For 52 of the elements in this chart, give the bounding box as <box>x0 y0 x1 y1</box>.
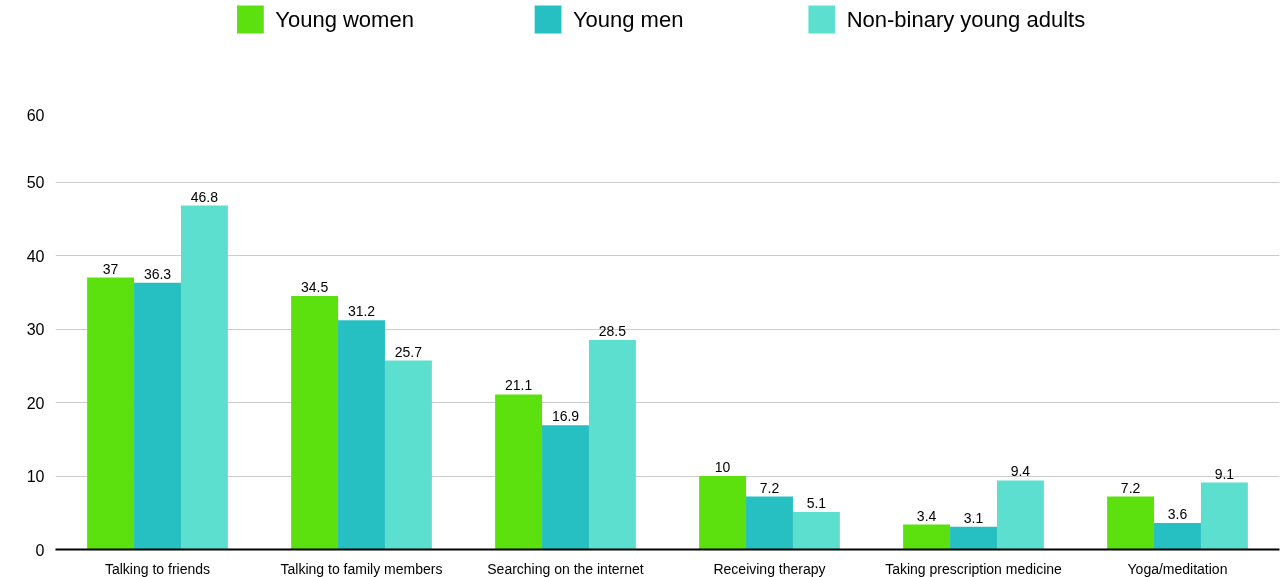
x-tick-label: Receiving therapy <box>713 560 826 577</box>
bar <box>384 360 432 550</box>
bar <box>134 282 181 550</box>
data-label: 10 <box>714 459 731 475</box>
data-label: 9.1 <box>1214 465 1235 482</box>
data-label: 5.1 <box>806 495 827 512</box>
data-label: 31.2 <box>347 303 376 320</box>
x-tick-label: Yoga/meditation <box>1127 560 1228 577</box>
data-label: 3.6 <box>1167 506 1188 523</box>
x-tick-label: Talking to family members <box>280 560 443 577</box>
bar <box>495 394 543 550</box>
bar <box>996 480 1044 550</box>
y-tick-label: 40 <box>26 247 45 265</box>
bar <box>903 524 951 550</box>
bar <box>950 526 997 550</box>
y-tick-label: 10 <box>26 468 45 485</box>
data-label: 7.2 <box>1120 479 1141 496</box>
bar <box>1107 496 1155 550</box>
data-label: 25.7 <box>394 343 423 360</box>
data-label: 21.1 <box>504 377 533 394</box>
legend-label: Young men <box>572 7 684 32</box>
legend-label: Non-binary young adults <box>846 7 1086 32</box>
data-label: 7.2 <box>759 479 780 496</box>
bar <box>1154 523 1201 550</box>
x-tick-label: Taking prescription medicine <box>885 560 1063 577</box>
y-tick-label: 60 <box>26 106 45 124</box>
bar <box>1200 482 1248 550</box>
data-label: 46.8 <box>190 188 219 205</box>
bar <box>792 512 840 550</box>
bar <box>699 476 747 550</box>
y-tick-label: 50 <box>26 174 45 191</box>
bar <box>87 277 135 550</box>
data-label: 36.3 <box>143 265 172 282</box>
data-label: 9.4 <box>1010 463 1031 480</box>
data-label: 37 <box>102 260 119 277</box>
x-tick-label: Searching on the internet <box>487 560 644 577</box>
y-tick-label: 30 <box>26 321 45 338</box>
bar <box>291 295 339 550</box>
y-tick-label: 20 <box>26 394 45 412</box>
data-label: 3.1 <box>963 509 984 526</box>
x-tick-label: Talking to friends <box>104 560 211 577</box>
data-label: 3.4 <box>916 507 937 524</box>
bar <box>180 205 228 550</box>
bar <box>746 496 793 550</box>
bar <box>338 320 385 550</box>
data-label: 28.5 <box>598 323 627 340</box>
legend-label: Young women <box>275 7 414 32</box>
bar <box>542 425 589 550</box>
data-label: 16.9 <box>551 408 580 425</box>
data-label: 34.5 <box>300 278 329 295</box>
bar <box>588 340 636 550</box>
y-tick-label: 0 <box>35 541 45 559</box>
